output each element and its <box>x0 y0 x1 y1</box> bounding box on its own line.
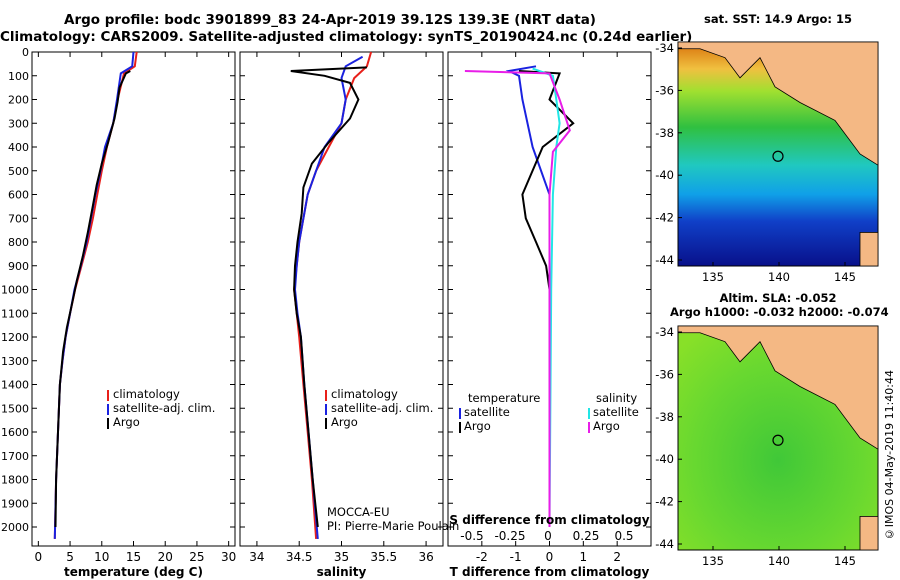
top-x-tick-label: 0 <box>544 529 552 543</box>
lon-tick-label: 145 <box>834 270 856 284</box>
legend-label: Argo <box>593 419 620 433</box>
panel-2-frame <box>239 51 444 547</box>
sst-map-tasmania <box>859 231 879 267</box>
y-tick-label: 1600 <box>1 426 29 439</box>
legend-label: Argo <box>113 415 140 429</box>
sla-map-land <box>677 325 879 450</box>
lat-tick-label: -36 <box>655 83 674 97</box>
y-tick-label: 1700 <box>1 450 29 463</box>
y-tick-label: 2000 <box>1 521 29 534</box>
lat-tick-label: -42 <box>655 495 674 509</box>
x-axis-label: salinity <box>317 565 367 579</box>
lon-tick-label: 140 <box>768 270 790 284</box>
lat-tick-label: -44 <box>655 537 674 551</box>
legend-label: satellite <box>464 405 510 419</box>
x-tick-label: 35.5 <box>370 550 397 564</box>
legend-heading: temperature <box>468 391 540 405</box>
x-tick-label: 2 <box>613 550 621 564</box>
x-tick-label: 10 <box>94 550 109 564</box>
series-line-argo <box>464 70 571 527</box>
float-pi: PI: Pierre-Marie Poulain <box>327 519 459 533</box>
lon-tick-label: 145 <box>834 554 856 568</box>
y-tick-label: 1500 <box>1 402 29 415</box>
lat-tick-label: -40 <box>655 452 674 466</box>
legend-label: satellite-adj. clim. <box>331 401 433 415</box>
x-tick-label: 20 <box>158 550 173 564</box>
lat-tick-label: -38 <box>655 126 674 140</box>
y-tick-label: 1800 <box>1 474 29 487</box>
panel-1-frame <box>31 51 236 547</box>
x-tick-label: 1 <box>580 550 588 564</box>
top-x-axis-label: S difference from climatology <box>449 513 649 527</box>
float-program: MOCCA-EU <box>327 505 389 519</box>
series-line-argo <box>518 70 575 527</box>
sla-map-tasmania <box>859 516 879 551</box>
sla-map-title: Altim. SLA: -0.052 <box>719 291 837 305</box>
figure-title-line-2: Climatology: CARS2009. Satellite-adjuste… <box>0 29 693 45</box>
y-tick-label: 0 <box>22 46 29 59</box>
y-tick-label: 1900 <box>1 497 29 510</box>
y-tick-label: 400 <box>8 141 29 154</box>
x-tick-label: 5 <box>66 550 74 564</box>
sst-map-float-marker <box>772 150 784 162</box>
lat-tick-label: -36 <box>655 367 674 381</box>
x-tick-label: 0 <box>35 550 43 564</box>
legend-label: climatology <box>113 387 180 401</box>
lat-tick-label: -42 <box>655 211 674 225</box>
lat-tick-label: -38 <box>655 410 674 424</box>
legend-heading: salinity <box>596 391 637 405</box>
y-tick-label: 700 <box>8 212 29 225</box>
y-tick-label: 1000 <box>1 284 29 297</box>
y-tick-label: 900 <box>8 260 29 273</box>
y-tick-label: 600 <box>8 189 29 202</box>
legend-label: climatology <box>331 387 398 401</box>
x-tick-label: -1 <box>510 550 522 564</box>
sst-map-land <box>677 41 879 166</box>
lat-tick-label: -34 <box>655 325 674 339</box>
lon-tick-label: 135 <box>702 270 724 284</box>
x-tick-label: 36 <box>418 550 433 564</box>
y-tick-label: 1300 <box>1 355 29 368</box>
sla-map-float-marker <box>772 434 784 446</box>
lon-tick-label: 135 <box>702 554 724 568</box>
y-tick-label: 500 <box>8 165 29 178</box>
figure-title-line-1: Argo profile: bodc 3901899_83 24-Apr-201… <box>64 12 596 28</box>
y-tick-label: 300 <box>8 117 29 130</box>
x-tick-label: -2 <box>476 550 488 564</box>
lon-tick-label: 140 <box>768 554 790 568</box>
series-line-argo <box>54 70 131 528</box>
legend-label: satellite-adj. clim. <box>113 401 215 415</box>
x-tick-label: 34.5 <box>286 550 313 564</box>
lat-tick-label: -34 <box>655 41 674 55</box>
x-tick-label: 25 <box>189 550 204 564</box>
x-tick-label: 30 <box>221 550 236 564</box>
y-tick-label: 200 <box>8 94 29 107</box>
legend-label: satellite <box>593 405 639 419</box>
top-x-tick-label: 0.25 <box>573 529 600 543</box>
series-line-argo <box>290 66 367 528</box>
series-line-satellite <box>532 67 561 528</box>
x-tick-label: 15 <box>126 550 141 564</box>
top-x-tick-label: 0.5 <box>614 529 633 543</box>
y-tick-label: 100 <box>8 70 29 83</box>
x-axis-label: T difference from climatology <box>450 565 650 579</box>
x-tick-label: 34 <box>249 550 264 564</box>
top-x-tick-label: -0.25 <box>494 529 525 543</box>
legend-label: Argo <box>464 419 491 433</box>
sla-map-subtitle: Argo h1000: -0.032 h2000: -0.074 <box>670 305 889 319</box>
x-axis-label: temperature (deg C) <box>64 565 203 579</box>
sst-map-title: sat. SST: 14.9 Argo: 15 <box>703 12 853 26</box>
x-tick-label: 0 <box>546 550 554 564</box>
top-x-tick-label: -0.5 <box>460 529 483 543</box>
y-tick-label: 1100 <box>1 307 29 320</box>
y-tick-label: 800 <box>8 236 29 249</box>
lat-tick-label: -40 <box>655 168 674 182</box>
legend-label: Argo <box>331 415 358 429</box>
lat-tick-label: -44 <box>655 253 674 267</box>
x-tick-label: 35 <box>334 550 349 564</box>
y-tick-label: 1400 <box>1 379 29 392</box>
y-tick-label: 1200 <box>1 331 29 344</box>
